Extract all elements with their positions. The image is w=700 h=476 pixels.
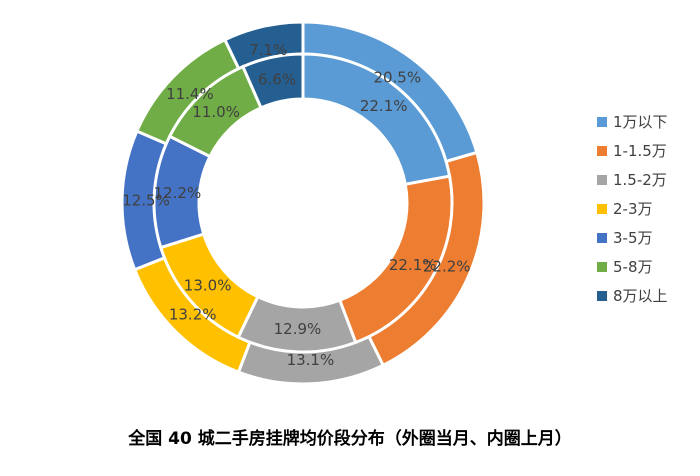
legend-swatch-0 [597,117,607,127]
inner-ring-label-3: 13.0% [184,276,232,294]
inner-ring-label-1: 22.1% [389,256,437,274]
outer-ring-label-5: 11.4% [166,85,214,103]
outer-ring-label-3: 13.2% [169,306,217,324]
legend-swatch-6 [597,291,607,301]
inner-ring-label-0: 22.1% [360,97,408,115]
outer-ring-label-2: 13.1% [287,351,335,369]
legend-label-5: 5-8万 [613,258,653,276]
legend-swatch-3 [597,204,607,214]
legend-swatch-1 [597,146,607,156]
legend-label-4: 3-5万 [613,229,653,247]
outer-ring-label-6: 7.1% [249,41,287,59]
inner-ring-slice-6 [240,52,305,110]
legend-label-6: 8万以上 [613,287,668,305]
chart-rings [120,20,486,386]
chart-legend: 1万以下 1-1.5万 1.5-2万 2-3万 3-5万 5-8万 8万以上 [597,113,668,305]
outer-ring-label-0: 20.5% [373,68,421,86]
legend-swatch-4 [597,233,607,243]
inner-ring-label-5: 11.0% [192,103,240,121]
chart-data-labels: 20.5% 22.2% 13.1% 13.2% 12.5% 11.4% 7.1% 22.1% 2… [122,41,470,369]
chart-title: 全国 40 城二手房挂牌均价段分布（外圈当月、内圈上月） [128,429,572,449]
legend-label-1: 1-1.5万 [613,142,667,160]
legend-swatch-5 [597,262,607,272]
inner-ring-label-2: 12.9% [274,320,322,338]
legend-label-0: 1万以下 [613,113,668,131]
legend-label-2: 1.5-2万 [613,171,667,189]
inner-ring-label-4: 12.2% [154,184,202,202]
legend-label-3: 2-3万 [613,200,653,218]
inner-ring-label-6: 6.6% [258,71,296,89]
outer-ring-label-1: 22.2% [423,257,471,275]
outer-ring-label-4: 12.5% [122,192,170,210]
legend-swatch-2 [597,175,607,185]
